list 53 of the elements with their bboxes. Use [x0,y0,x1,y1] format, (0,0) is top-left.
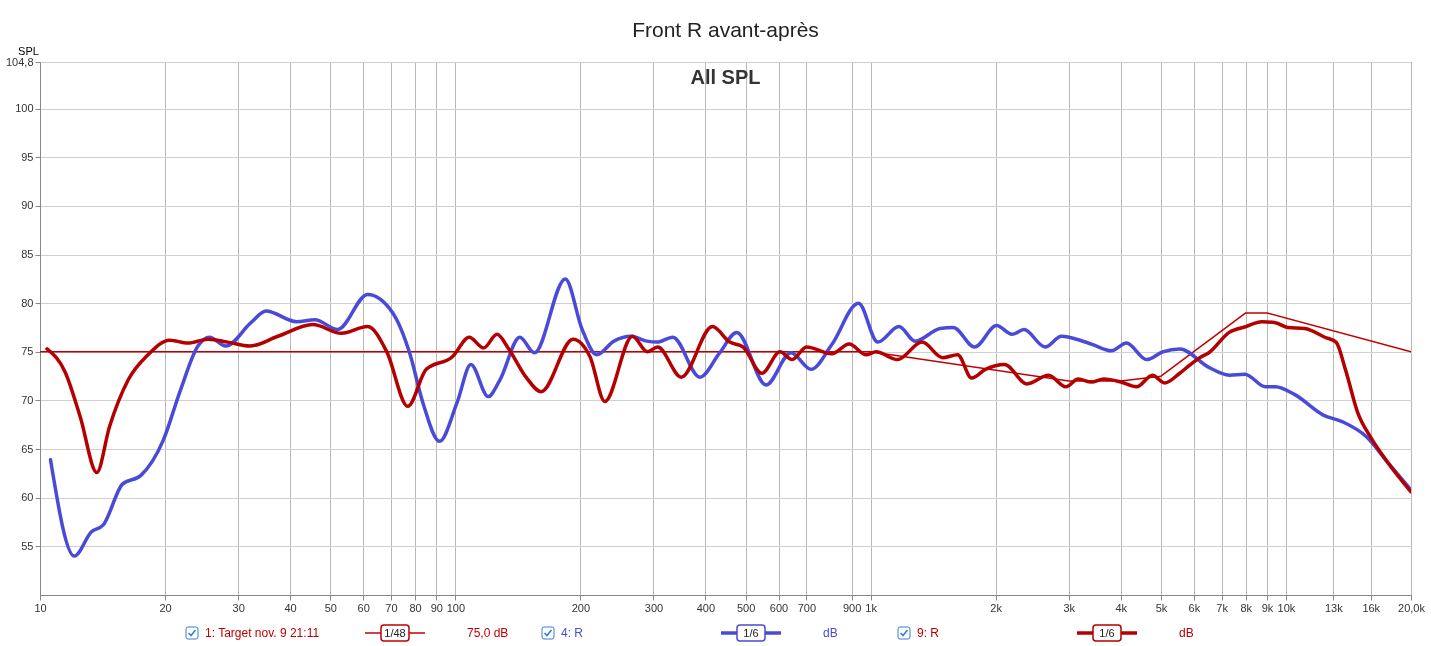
x-tick-label: 2k [990,601,1003,614]
y-tick-label: 65 [21,442,34,455]
chart-subtitle: All SPL [690,66,761,88]
y-tick-label: 95 [21,150,34,163]
x-tick-label: 7k [1216,601,1229,614]
x-tick-label: 20 [159,601,172,614]
x-tick-label: 8k [1240,601,1253,614]
x-tick-label: 400 [696,601,716,614]
y-tick-label: 55 [21,539,34,552]
x-tick-label: 80 [409,601,422,614]
y-tick-label: 70 [21,393,34,406]
text: 9: R [917,626,940,640]
x-tick-label: 40 [284,601,297,614]
x-tick-label: 100 [446,601,465,614]
x-tick-label: 300 [644,601,664,614]
y-tick-label: 85 [21,248,34,261]
text: dB [1179,626,1194,640]
text: 1/48 [384,627,406,639]
text: 1/6 [1099,627,1115,639]
x-tick-label: 9k [1261,601,1274,614]
y-tick-label: 104,8 [5,55,34,68]
y-tick-label: 100 [15,102,34,115]
x-tick-label: 50 [324,601,337,614]
x-tick-label: 6k [1188,601,1201,614]
y-tick-label: 60 [21,491,34,504]
x-tick-label: 10k [1277,601,1296,614]
text: 1/6 [743,627,759,639]
text: dB [823,626,838,640]
chart-title: Front R avant-après [632,18,819,41]
x-tick-label: 200 [571,601,591,614]
x-tick-label: 600 [769,601,789,614]
y-tick-label: 90 [21,199,34,212]
x-tick-label: 16k [1362,601,1381,614]
y-tick-label: 80 [21,296,34,309]
y-tick-label: 75 [21,345,34,358]
x-tick-label: 10 [34,601,47,614]
y-axis-title: SPL [18,44,39,57]
text: 4: R [561,626,584,640]
x-tick-label: 1k [865,601,878,614]
x-tick-label: 13k [1324,601,1344,614]
x-tick-label: 90 [430,601,443,614]
text: 1: Target nov. 9 21:11 [205,626,321,640]
x-tick-label: 5k [1155,601,1168,614]
x-tick-label: 70 [385,601,398,614]
text: 75,0 dB [467,626,509,640]
x-tick-label: 700 [797,601,816,614]
x-tick-label: 4k [1115,601,1128,614]
x-tick-label: 20,0k [1398,601,1426,614]
x-tick-label: 30 [232,601,245,614]
x-tick-label: 60 [357,601,370,614]
x-tick-label: 900 [842,601,862,614]
x-tick-label: 500 [736,601,756,614]
x-tick-label: 3k [1063,601,1076,614]
